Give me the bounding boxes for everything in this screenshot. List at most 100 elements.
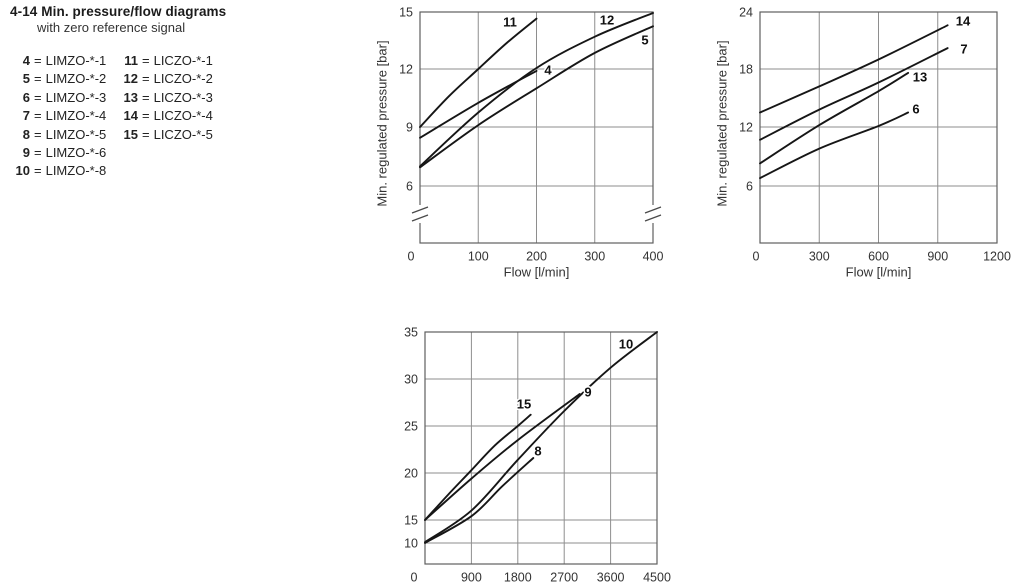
axis-break-mask <box>650 205 656 223</box>
curve-label-10: 10 <box>619 337 633 352</box>
legend-entry-model: LIMZO-*-4 <box>45 108 107 124</box>
legend-entry-equals: = <box>142 126 150 142</box>
x-tick-label: 200 <box>526 249 547 263</box>
plot-border <box>759 11 998 244</box>
legend-entry-number: 8 <box>22 126 30 142</box>
legend-entry-model: LIMZO-*-8 <box>45 163 107 179</box>
legend-entry-equals: = <box>142 89 150 105</box>
legend-entry: 11 = LICZO-*-1 <box>118 52 226 70</box>
legend-entry-number: 9 <box>22 145 30 161</box>
legend-entry-model: LICZO-*-4 <box>153 108 213 124</box>
y-tick-label: 30 <box>404 372 418 386</box>
plot-border <box>424 331 658 565</box>
legend-entry-number: 15 <box>123 126 138 142</box>
curve-8 <box>424 457 535 544</box>
curve-4 <box>419 69 538 139</box>
x-axis-title: Flow [l/min] <box>846 265 912 280</box>
x-tick-label: 3600 <box>597 570 625 584</box>
curve-label-12: 12 <box>600 13 614 28</box>
x-tick-label: 400 <box>643 249 664 263</box>
legend-entry-equals: = <box>142 108 150 124</box>
x-axis-title: Flow [l/min] <box>504 265 570 280</box>
curve-label-7: 7 <box>960 42 967 57</box>
y-tick-label: 10 <box>404 536 418 550</box>
curve-label-14: 14 <box>956 14 971 29</box>
chart-min-pressure-medium-sizes: 14 7 13 6 0 300 600 900 1200 24 18 12 6 Flow [l/min] M… <box>715 5 1011 279</box>
y-tick-label: 20 <box>404 466 418 480</box>
curve-14 <box>759 24 949 114</box>
curve-7 <box>759 47 949 141</box>
y-tick-label: 12 <box>399 62 413 76</box>
curve-6 <box>759 111 910 180</box>
legend-entry-number: 7 <box>22 108 30 124</box>
axis-break-icon <box>644 206 662 222</box>
curve-label-6: 6 <box>912 102 919 117</box>
legend-entry-equals: = <box>34 89 42 105</box>
legend-column-2: 11 = LICZO-*-1 12 = LICZO-*-2 13 = LICZO-*-3 14 = L… <box>118 52 226 181</box>
axis-break-icon <box>411 206 429 222</box>
legend-entry-model: LIMZO-*-3 <box>45 89 107 105</box>
y-tick-label: 18 <box>739 62 753 76</box>
curve-10 <box>424 331 658 544</box>
legend-entry-equals: = <box>142 53 150 68</box>
axis-break-mask <box>417 205 423 223</box>
legend-entry-number: 10 <box>15 163 30 179</box>
legend-panel: 4-14 Min. pressure/flow diagrams with ze… <box>10 4 320 181</box>
y-tick-label: 15 <box>399 5 413 19</box>
legend-entry: 5 = LIMZO-*-2 <box>10 70 118 88</box>
x-tick-label: 4500 <box>643 570 671 584</box>
legend-entry: 7 = LIMZO-*-4 <box>10 107 118 125</box>
legend-entry-equals: = <box>142 71 150 87</box>
legend-entry-number: 4 <box>22 53 30 68</box>
legend-entry-model: LIMZO-*-1 <box>45 53 107 68</box>
x-tick-label: 2700 <box>550 570 578 584</box>
y-tick-label: 24 <box>739 5 753 19</box>
legend-entry-equals: = <box>34 108 42 124</box>
legend-entry-model: LICZO-*-1 <box>153 53 213 68</box>
curve-9 <box>424 393 581 521</box>
legend-entry: 6 = LIMZO-*-3 <box>10 89 118 107</box>
x-tick-label: 100 <box>468 249 489 263</box>
curve-label-4: 4 <box>544 63 552 78</box>
x-tick-label: 0 <box>411 570 418 584</box>
legend-title: 4-14 Min. pressure/flow diagrams <box>10 4 227 19</box>
curve-11 <box>419 17 538 128</box>
legend-entry-equals: = <box>34 163 42 179</box>
legend-entry-number: 13 <box>123 89 138 105</box>
legend-entry-model: LIMZO-*-6 <box>45 145 107 161</box>
curve-label-8: 8 <box>534 444 541 459</box>
legend-entry-number: 6 <box>22 89 30 105</box>
x-tick-label: 900 <box>461 570 482 584</box>
legend-entry: 4 = LIMZO-*-1 <box>10 52 118 70</box>
legend-entry: 8 = LIMZO-*-5 <box>10 126 118 144</box>
chart-min-pressure-large-sizes: 10 9 15 8 0 900 1800 2700 3600 4500 35 30 25 20 15 10 <box>404 325 671 584</box>
legend-subtitle: with zero reference signal <box>37 20 186 35</box>
legend-entry-number: 5 <box>22 71 30 87</box>
y-tick-label: 35 <box>404 325 418 339</box>
legend-entry: 15 = LICZO-*-5 <box>118 126 226 144</box>
legend-entry-equals: = <box>34 126 42 142</box>
y-tick-label: 15 <box>404 513 418 527</box>
legend-entry-number: 11 <box>124 53 138 68</box>
x-tick-label: 600 <box>868 249 889 263</box>
legend-entry: 12 = LICZO-*-2 <box>118 70 226 88</box>
y-tick-label: 25 <box>404 419 418 433</box>
y-axis-title: Min. regulated pressure [bar] <box>375 40 390 206</box>
curve-label-13: 13 <box>913 70 927 85</box>
legend-entry-model: LIMZO-*-5 <box>45 126 107 142</box>
legend-entry-number: 14 <box>123 108 138 124</box>
legend-entry-equals: = <box>34 145 42 161</box>
legend-entry: 10 = LIMZO-*-8 <box>10 162 118 180</box>
y-axis-title: Min. regulated pressure [bar] <box>715 40 730 206</box>
legend-entry: 9 = LIMZO-*-6 <box>10 144 118 162</box>
legend-column-1: 4 = LIMZO-*-1 5 = LIMZO-*-2 6 = LIMZO-*-3 7 = LIMZO… <box>10 52 118 181</box>
legend-entry-number: 12 <box>123 71 138 87</box>
y-tick-label: 6 <box>746 179 753 193</box>
curve-label-11: 11 <box>503 15 517 30</box>
curve-13 <box>759 71 910 165</box>
y-tick-label: 6 <box>406 179 413 193</box>
legend-entry-model: LICZO-*-2 <box>153 71 213 87</box>
legend-entry-equals: = <box>34 53 42 68</box>
